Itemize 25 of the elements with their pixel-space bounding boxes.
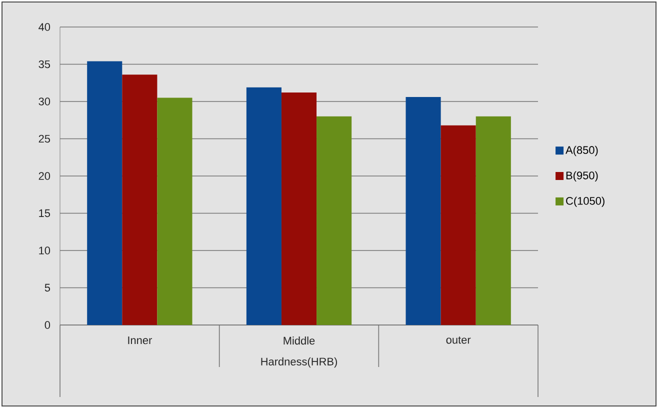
- y-tick-label: 0: [44, 321, 50, 329]
- y-tick-label: 5: [44, 284, 50, 292]
- bar: [440, 125, 476, 325]
- legend-label: C(1050): [566, 196, 604, 207]
- bar: [122, 74, 158, 325]
- x-axis-title: Hardness(HRB): [261, 357, 337, 368]
- bar: [316, 116, 352, 325]
- y-tick-label: 25: [38, 134, 50, 143]
- x-tick-label: outer: [446, 336, 471, 344]
- y-tick-label: 35: [38, 60, 50, 68]
- x-tick-label: Inner: [128, 336, 152, 344]
- y-tick-label: 30: [38, 98, 50, 106]
- bar: [157, 98, 192, 325]
- y-tick-label: 15: [39, 209, 50, 218]
- y-tick-label: 40: [38, 23, 50, 31]
- bar: [281, 92, 317, 325]
- y-tick-label: 10: [39, 246, 50, 254]
- x-tick-label: Middle: [284, 336, 315, 345]
- bar: [246, 87, 282, 325]
- legend-label: A(850): [566, 146, 598, 156]
- bar: [476, 116, 511, 325]
- legend-label: B(950): [566, 171, 598, 182]
- bar: [87, 61, 122, 325]
- bar: [406, 97, 441, 325]
- y-tick-label: 20: [38, 172, 50, 180]
